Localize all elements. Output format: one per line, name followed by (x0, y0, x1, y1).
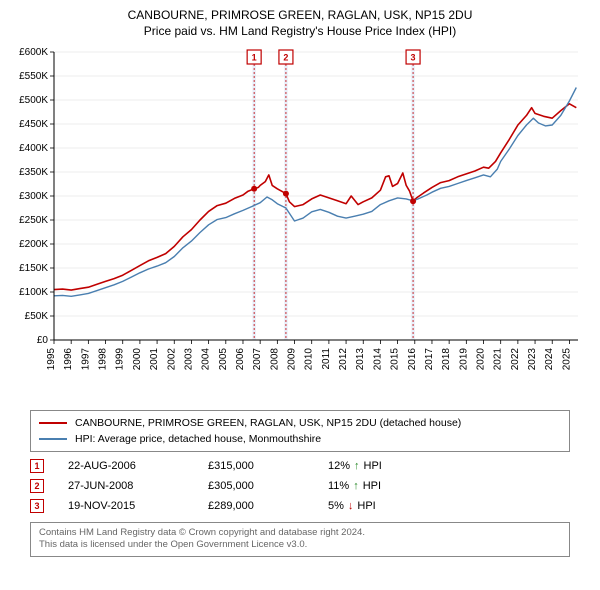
svg-text:2011: 2011 (321, 348, 332, 370)
chart-titles: CANBOURNE, PRIMROSE GREEN, RAGLAN, USK, … (12, 8, 588, 38)
svg-text:1995: 1995 (46, 348, 57, 371)
svg-text:2: 2 (283, 53, 288, 63)
sale-price: £315,000 (208, 460, 328, 472)
svg-text:2024: 2024 (544, 348, 555, 371)
svg-text:£550K: £550K (19, 71, 48, 82)
page: CANBOURNE, PRIMROSE GREEN, RAGLAN, USK, … (0, 0, 600, 590)
sale-hpi: 12% ↑ HPI (328, 460, 468, 472)
sale-marker: 1 (30, 459, 44, 473)
sale-price: £289,000 (208, 500, 328, 512)
legend-row: HPI: Average price, detached house, Monm… (39, 431, 561, 447)
svg-text:2007: 2007 (252, 348, 263, 371)
sale-hpi-pct: 5% (328, 500, 344, 512)
arrow-down-icon: ↓ (348, 500, 354, 512)
svg-text:2023: 2023 (527, 348, 538, 371)
arrow-up-icon: ↑ (353, 480, 359, 492)
sale-hpi-pct: 12% (328, 460, 350, 472)
svg-text:2013: 2013 (355, 348, 366, 371)
svg-text:2014: 2014 (372, 348, 383, 371)
svg-text:1999: 1999 (115, 348, 126, 371)
svg-text:£250K: £250K (19, 215, 48, 226)
title-subtitle: Price paid vs. HM Land Registry's House … (12, 24, 588, 38)
svg-text:2004: 2004 (201, 348, 212, 371)
svg-text:2002: 2002 (166, 348, 177, 371)
attribution-footer: Contains HM Land Registry data © Crown c… (30, 522, 570, 557)
svg-text:2010: 2010 (304, 348, 315, 371)
svg-text:2009: 2009 (287, 348, 298, 371)
svg-text:2022: 2022 (510, 348, 521, 371)
sales-table: 122-AUG-2006£315,00012%↑HPI227-JUN-2008£… (30, 456, 570, 516)
sale-row: 1 22-AUG-2006£315,00012% ↑ HPI (30, 456, 570, 476)
svg-text:2005: 2005 (218, 348, 229, 371)
svg-text:£350K: £350K (19, 167, 48, 178)
svg-text:2012: 2012 (338, 348, 349, 371)
legend-swatch (39, 422, 67, 424)
legend: CANBOURNE, PRIMROSE GREEN, RAGLAN, USK, … (30, 410, 570, 452)
svg-text:£500K: £500K (19, 95, 48, 106)
sale-hpi-suffix: HPI (357, 500, 375, 512)
sale-hpi: 11% ↑ HPI (328, 480, 468, 492)
svg-text:2021: 2021 (493, 348, 504, 371)
svg-text:£450K: £450K (19, 119, 48, 130)
sale-marker: 2 (30, 479, 44, 493)
arrow-up-icon: ↑ (354, 460, 360, 472)
sale-date: 22-AUG-2006 (68, 460, 208, 472)
legend-row: CANBOURNE, PRIMROSE GREEN, RAGLAN, USK, … (39, 415, 561, 431)
svg-text:£300K: £300K (19, 191, 48, 202)
sale-row: 3 19-NOV-2015£289,0005% ↓HPI (30, 496, 570, 516)
svg-text:2006: 2006 (235, 348, 246, 371)
svg-text:2000: 2000 (132, 348, 143, 371)
svg-text:2019: 2019 (458, 348, 469, 371)
sale-price: £305,000 (208, 480, 328, 492)
svg-text:2017: 2017 (424, 348, 435, 371)
svg-text:2025: 2025 (561, 348, 572, 371)
svg-text:£0: £0 (37, 335, 49, 346)
svg-text:2020: 2020 (476, 348, 487, 371)
svg-text:1998: 1998 (98, 348, 109, 371)
svg-text:2015: 2015 (390, 348, 401, 371)
legend-label: CANBOURNE, PRIMROSE GREEN, RAGLAN, USK, … (75, 417, 461, 429)
svg-text:£50K: £50K (25, 311, 49, 322)
svg-text:£400K: £400K (19, 143, 48, 154)
svg-text:2001: 2001 (149, 348, 160, 371)
svg-text:£150K: £150K (19, 263, 48, 274)
line-chart-svg: £0 £50K £100K £150K £200K £250K £300K £350K £400… (12, 44, 588, 404)
sale-hpi-pct: 11% (328, 480, 349, 492)
sale-hpi-suffix: HPI (363, 480, 381, 492)
sale-date: 19-NOV-2015 (68, 500, 208, 512)
svg-text:£100K: £100K (19, 287, 48, 298)
sale-hpi: 5% ↓HPI (328, 500, 468, 512)
legend-swatch (39, 438, 67, 440)
sale-marker: 3 (30, 499, 44, 513)
sale-date: 27-JUN-2008 (68, 480, 208, 492)
legend-label: HPI: Average price, detached house, Monm… (75, 433, 321, 445)
footer-line-2: This data is licensed under the Open Gov… (39, 539, 561, 551)
chart-area: £0 £50K £100K £150K £200K £250K £300K £350K £400… (12, 44, 588, 404)
svg-text:1: 1 (252, 53, 257, 63)
footer-line-1: Contains HM Land Registry data © Crown c… (39, 527, 561, 539)
sale-hpi-suffix: HPI (364, 460, 382, 472)
svg-text:2003: 2003 (183, 348, 194, 371)
svg-text:£200K: £200K (19, 239, 48, 250)
svg-text:3: 3 (411, 53, 416, 63)
svg-text:1996: 1996 (63, 348, 74, 371)
sale-row: 2 27-JUN-2008£305,00011% ↑ HPI (30, 476, 570, 496)
svg-text:2018: 2018 (441, 348, 452, 371)
svg-text:2008: 2008 (269, 348, 280, 371)
svg-text:£600K: £600K (19, 47, 48, 58)
svg-text:2016: 2016 (407, 348, 418, 371)
svg-text:1997: 1997 (80, 348, 91, 371)
title-address: CANBOURNE, PRIMROSE GREEN, RAGLAN, USK, … (12, 8, 588, 22)
